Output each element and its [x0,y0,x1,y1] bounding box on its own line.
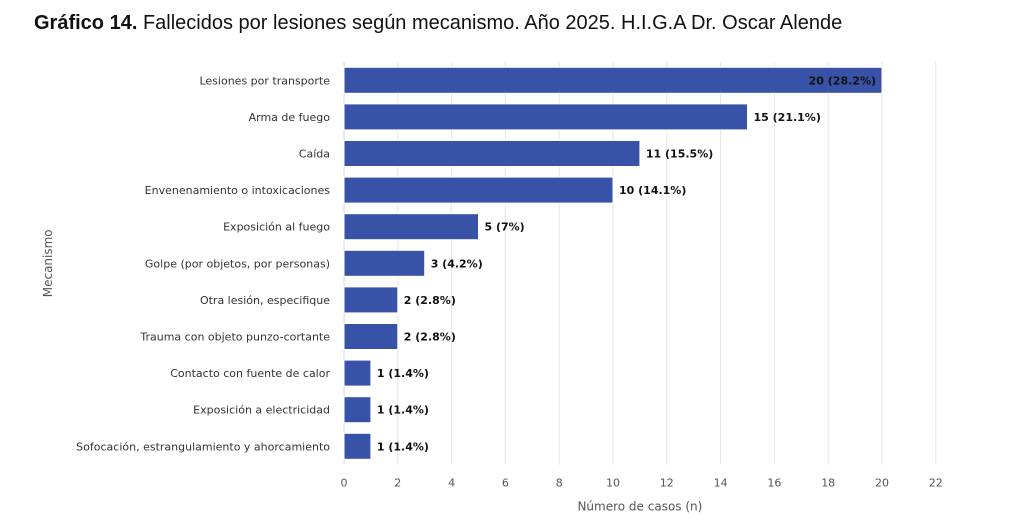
data-label: 1 (1.4%) [377,440,429,453]
x-axis-title: Número de casos (n) [577,500,702,514]
data-label: 11 (15.5%) [646,148,713,161]
category-label: Arma de fuego [249,111,331,124]
x-tick-label: 12 [660,477,674,490]
data-label: 20 (28.2%) [809,74,876,87]
data-label: 5 (7%) [485,221,525,234]
data-label: 2 (2.8%) [404,294,456,307]
category-label: Caída [299,148,330,161]
bar [343,66,883,94]
bar [343,249,426,277]
category-label: Sofocación, estrangulamiento y ahorcamie… [76,440,330,453]
category-label: Otra lesión, especifique [200,294,330,307]
data-label: 2 (2.8%) [404,331,456,344]
y-axis-title: Mecanismo [41,229,55,297]
bar [343,140,641,167]
x-tick-label: 10 [606,477,620,490]
bar [343,323,399,350]
category-label: Exposición al fuego [223,221,330,234]
data-label: 3 (4.2%) [431,257,483,270]
bar [343,103,748,131]
title-rest: Fallecidos por lesiones según mecanismo.… [137,12,843,34]
bar [343,359,372,387]
bar [343,432,372,460]
category-label: Exposición a electricidad [193,404,330,417]
x-tick-label: 0 [341,477,348,490]
x-tick-label: 14 [714,477,728,490]
bar [343,396,372,424]
bar [343,286,399,314]
bar [343,176,614,204]
category-label: Trauma con objeto punzo-cortante [139,331,330,344]
x-tick-label: 2 [394,477,401,490]
chart-title: Gráfico 14. Fallecidos por lesiones segú… [34,12,842,35]
x-tick-label: 6 [502,477,509,490]
data-label: 1 (1.4%) [377,367,429,380]
bar [343,213,479,241]
x-tick-label: 16 [767,477,781,490]
category-label: Lesiones por transporte [199,74,330,87]
data-label: 10 (14.1%) [619,184,686,197]
category-label: Envenenamiento o intoxicaciones [145,184,331,197]
x-tick-label: 4 [448,477,455,490]
x-tick-label: 20 [875,477,889,490]
category-label: Contacto con fuente de calor [170,367,330,380]
title-bold: Gráfico 14. [34,12,138,34]
data-label: 15 (21.1%) [754,111,821,124]
x-tick-label: 18 [821,477,835,490]
x-tick-label: 8 [556,477,563,490]
category-label: Golpe (por objetos, por personas) [145,257,330,270]
data-label: 1 (1.4%) [377,404,429,417]
x-tick-label: 22 [929,477,943,490]
